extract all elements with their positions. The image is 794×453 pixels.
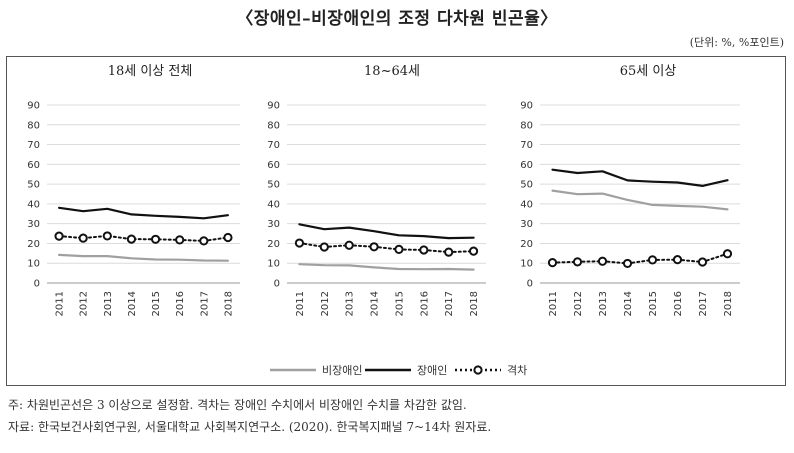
x-tick-label: 2014 (370, 291, 381, 316)
y-tick-label: 60 (267, 160, 280, 171)
y-tick-label: 70 (267, 140, 280, 151)
legend-label: 격차 (507, 364, 527, 377)
y-tick-label: 80 (267, 120, 280, 131)
panel-title: 18세 이상 전체 (108, 64, 193, 79)
legend-label: 비장애인 (322, 364, 362, 377)
x-tick-label: 2015 (394, 291, 405, 316)
y-tick-label: 90 (27, 101, 40, 112)
y-tick-label: 50 (520, 180, 533, 191)
y-tick-label: 40 (27, 199, 40, 210)
footnote: 주: 차원빈곤선은 3 이상으로 설정함. 격차는 장애인 수치에서 비장애인 … (8, 398, 467, 412)
y-tick-label: 80 (520, 120, 533, 131)
y-tick-label: 0 (274, 279, 280, 290)
data-point (78, 233, 88, 243)
data-point (369, 242, 379, 252)
y-tick-label: 0 (34, 279, 40, 290)
x-tick-label: 2012 (573, 291, 584, 316)
data-point (722, 249, 733, 259)
x-tick-label: 2011 (548, 291, 559, 316)
x-tick-label: 2017 (444, 291, 455, 316)
data-point (547, 258, 558, 268)
series-line (551, 189, 729, 211)
series-line (298, 263, 475, 271)
data-point (150, 234, 161, 244)
y-tick-label: 70 (27, 140, 40, 151)
x-tick-label: 2017 (199, 291, 210, 316)
data-point (319, 242, 329, 252)
x-tick-label: 2013 (598, 291, 609, 316)
data-point (54, 231, 64, 241)
y-tick-label: 20 (267, 239, 280, 250)
y-tick-label: 50 (267, 180, 280, 191)
y-tick-label: 40 (520, 199, 533, 210)
data-point (344, 240, 354, 250)
x-tick-label: 2016 (673, 291, 684, 316)
legend-marker (473, 365, 483, 375)
y-tick-label: 70 (520, 140, 533, 151)
y-tick-label: 0 (527, 279, 533, 290)
x-tick-label: 2013 (103, 291, 114, 316)
data-point (199, 236, 209, 246)
data-point (102, 231, 112, 241)
y-tick-label: 30 (520, 219, 533, 230)
x-tick-label: 2011 (55, 291, 66, 316)
x-tick-label: 2018 (223, 291, 234, 316)
x-tick-label: 2013 (345, 291, 356, 316)
x-tick-label: 2018 (469, 291, 480, 316)
y-tick-label: 20 (520, 239, 533, 250)
data-point (175, 235, 185, 245)
panel-title: 65세 이상 (620, 64, 677, 79)
data-point (394, 244, 404, 254)
unit-label: (단위: %, %포인트) (689, 36, 784, 49)
series-line (57, 206, 229, 220)
y-tick-label: 10 (520, 259, 533, 270)
x-tick-label: 2012 (79, 291, 90, 316)
legend-label: 장애인 (417, 364, 447, 377)
x-tick-label: 2017 (698, 291, 709, 316)
data-point (126, 234, 137, 244)
x-tick-label: 2014 (127, 291, 138, 316)
data-point (419, 245, 429, 255)
data-point (622, 258, 633, 269)
y-tick-label: 50 (27, 180, 40, 191)
y-tick-label: 90 (520, 101, 533, 112)
x-tick-label: 2016 (175, 291, 186, 316)
data-point (444, 247, 454, 257)
x-tick-label: 2015 (648, 291, 659, 316)
data-point (294, 238, 305, 248)
y-tick-label: 10 (27, 259, 40, 270)
data-point (468, 246, 479, 256)
series-line (57, 253, 229, 262)
y-tick-label: 60 (27, 160, 40, 171)
y-tick-label: 40 (267, 199, 280, 210)
x-tick-label: 2012 (320, 291, 331, 316)
x-tick-label: 2018 (723, 291, 734, 316)
series-line (298, 223, 475, 240)
x-tick-label: 2016 (419, 291, 430, 316)
data-point (647, 255, 658, 265)
series-line (551, 168, 729, 187)
data-point (597, 256, 608, 266)
data-point (697, 257, 708, 267)
x-tick-label: 2014 (623, 291, 634, 316)
y-tick-label: 20 (27, 239, 40, 250)
y-tick-label: 90 (267, 101, 280, 112)
data-point (672, 255, 683, 265)
data-point (572, 257, 583, 267)
x-tick-label: 2011 (295, 291, 306, 316)
data-point (223, 232, 233, 243)
y-tick-label: 80 (27, 120, 40, 131)
y-tick-label: 30 (267, 219, 280, 230)
chart-frame (6, 56, 786, 386)
y-tick-label: 10 (267, 259, 280, 270)
x-tick-label: 2015 (151, 291, 162, 316)
panel-title: 18~64세 (364, 64, 420, 79)
page-title: 〈장애인–비장애인의 조정 다차원 빈곤율〉 (236, 9, 558, 29)
y-tick-label: 30 (27, 219, 40, 230)
source-note: 자료: 한국보건사회연구원, 서울대학교 사회복지연구소. (2020). 한국… (8, 420, 492, 434)
y-tick-label: 60 (520, 160, 533, 171)
